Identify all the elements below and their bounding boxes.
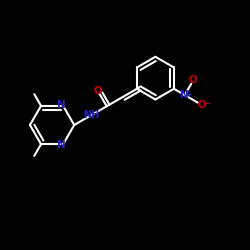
Text: O: O xyxy=(189,76,198,86)
Text: O: O xyxy=(94,86,102,96)
Text: O: O xyxy=(198,100,206,110)
Text: N: N xyxy=(58,140,66,150)
Text: NH: NH xyxy=(83,110,99,120)
Text: +: + xyxy=(185,90,191,99)
Text: N: N xyxy=(180,90,189,100)
Text: −: − xyxy=(203,99,210,108)
Text: N: N xyxy=(58,100,66,110)
